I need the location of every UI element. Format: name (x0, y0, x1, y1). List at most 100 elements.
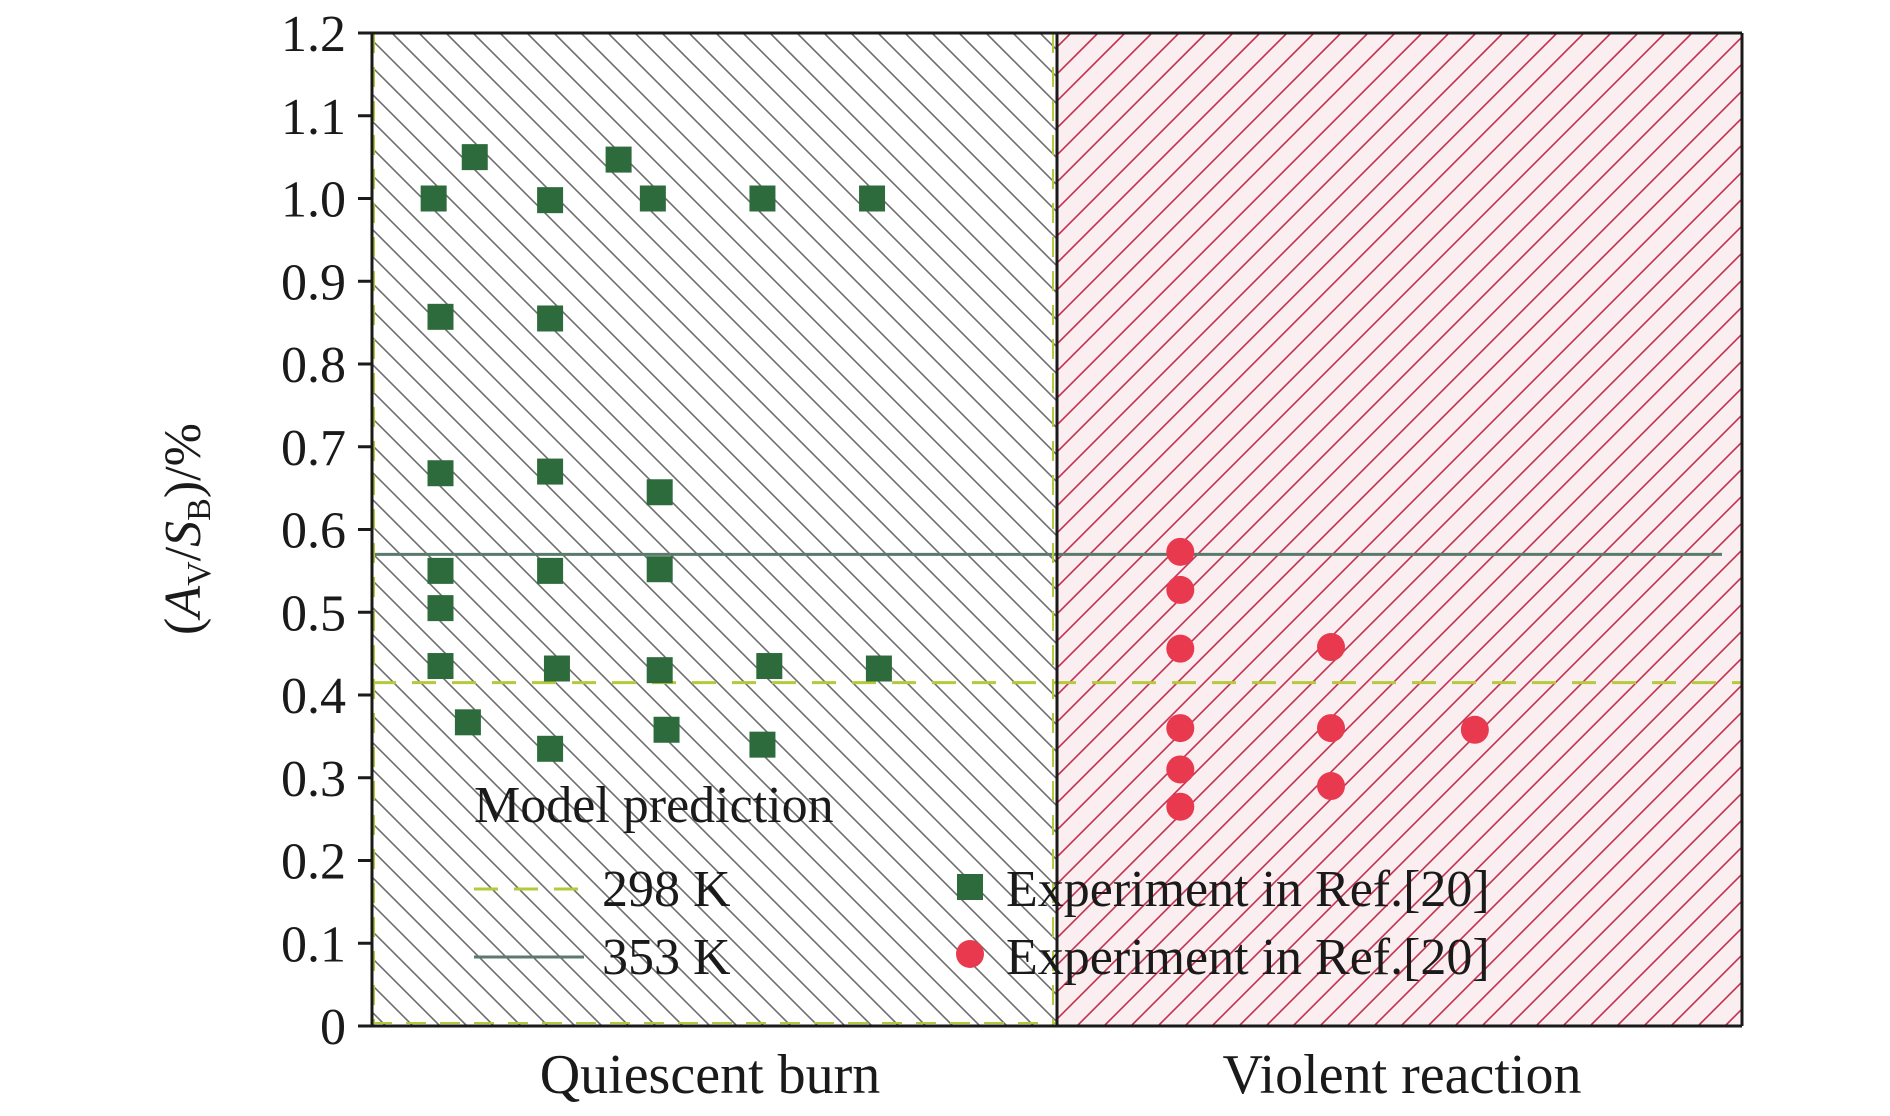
y-tick-label: 1.0 (281, 172, 346, 229)
hatch-line (418, 33, 1057, 673)
y-tick-label: 0.4 (281, 668, 346, 725)
hatch-line (372, 551, 846, 1026)
hatch-line (1057, 143, 1742, 832)
hatch-line (1057, 116, 1742, 805)
hatch-line (1238, 521, 1742, 1026)
y-tick-label: 0.6 (281, 503, 346, 560)
hatch-line (1562, 845, 1742, 1026)
hatch-line (1481, 764, 1742, 1026)
hatch-line (769, 33, 1057, 322)
data-point-square-6 (859, 185, 886, 212)
hatch-line (1057, 224, 1742, 913)
hatch-line (372, 119, 1057, 808)
hatch-line (372, 686, 711, 1026)
hatch-line (372, 416, 981, 1026)
y-tick-label: 1.2 (281, 6, 346, 63)
hatch-line (372, 605, 792, 1026)
legend-marker-square (957, 874, 983, 900)
data-point-circle-8 (1317, 772, 1345, 801)
hatch-line (661, 33, 1057, 430)
legend-label-experiment-circle: Experiment in Ref.[20] (1006, 929, 1490, 986)
data-point-circle-7 (1166, 755, 1195, 784)
data-point-circle-9 (1166, 792, 1195, 821)
legend-label-experiment-square: Experiment in Ref.[20] (1006, 861, 1490, 918)
hatch-line (1057, 33, 1585, 562)
data-points (420, 144, 1489, 821)
y-axis-title: (AV/SB)/% (155, 423, 218, 635)
hatch-line (1076, 359, 1742, 1026)
legend-marker-circle (956, 940, 984, 968)
hatch-line (1508, 791, 1742, 1026)
hatch-line (372, 794, 603, 1026)
data-point-square-15 (427, 595, 454, 622)
hatch-line (1779, 33, 1890, 1026)
data-point-square-24 (749, 731, 776, 758)
hatch-line (372, 92, 1057, 781)
hatch-line (1057, 33, 1612, 589)
data-point-square-18 (646, 657, 673, 684)
hatch-line (1057, 33, 1531, 508)
hatch-line (1057, 35, 1742, 724)
data-point-square-20 (865, 655, 892, 682)
region-label-quiescent: Quiescent burn (540, 1044, 881, 1106)
hatch-line (688, 33, 1057, 403)
hatch-line (372, 200, 1057, 889)
hatch-line (850, 33, 1057, 241)
data-point-square-10 (537, 458, 564, 485)
data-point-square-11 (646, 479, 673, 506)
hatch-line (1057, 89, 1742, 778)
y-tick-label: 1.1 (281, 89, 346, 146)
hatch-line (372, 578, 819, 1026)
hatch-line (372, 308, 1057, 997)
data-point-square-22 (537, 735, 564, 762)
hatch-line (1057, 278, 1742, 967)
hatch-line (1157, 440, 1742, 1026)
hatch-line (634, 33, 1057, 457)
hatch-line (372, 497, 900, 1026)
hatch-line (1057, 251, 1742, 940)
hatch-line (1057, 33, 1315, 292)
hatch-line (1057, 33, 1477, 454)
hatch-line (372, 443, 954, 1026)
legend-label-298k: 298 K (602, 861, 731, 918)
data-point-square-21 (454, 709, 481, 736)
hatch-line (1292, 575, 1742, 1026)
y-tick-label: 0.2 (281, 834, 346, 891)
hatch-line (1057, 33, 1288, 265)
hatch-line (372, 524, 873, 1026)
data-point-circle-3 (1317, 633, 1345, 662)
data-point-square-5 (749, 185, 776, 212)
hatch-line (1535, 818, 1742, 1026)
data-point-circle-2 (1166, 634, 1195, 663)
hatch-line (1057, 33, 1558, 535)
hatch-line (1057, 33, 1342, 319)
data-point-square-12 (427, 557, 454, 584)
hatch-line (372, 335, 1057, 1024)
hatch-line (1057, 197, 1742, 886)
hatch-line (1346, 629, 1742, 1026)
data-point-square-8 (537, 305, 564, 332)
data-point-square-23 (653, 716, 680, 743)
hatch-line (1373, 656, 1742, 1026)
hatch-line (372, 767, 630, 1026)
hatch-line (1057, 33, 1504, 481)
hatch-line (1057, 33, 1666, 643)
y-tick-label: 0.7 (281, 420, 346, 477)
y-tick-label: 0.8 (281, 337, 346, 394)
hatch-line (1057, 305, 1742, 994)
hatch-line (1400, 683, 1742, 1026)
hatch-line (445, 33, 1057, 646)
data-point-square-1 (461, 144, 488, 171)
hatch-line (372, 362, 1035, 1026)
hatch-line (553, 33, 1057, 538)
hatch-line (372, 632, 765, 1026)
hatch-line (372, 173, 1057, 862)
hatch-line (1057, 33, 1639, 616)
hatch-line (1454, 737, 1742, 1026)
hatch-line (1057, 33, 1720, 697)
hatch-line (1103, 386, 1742, 1026)
hatch-line (372, 389, 1008, 1026)
legend: Model prediction 298 K 353 K Experiment … (474, 777, 1490, 986)
legend-heading: Model prediction (474, 777, 834, 834)
